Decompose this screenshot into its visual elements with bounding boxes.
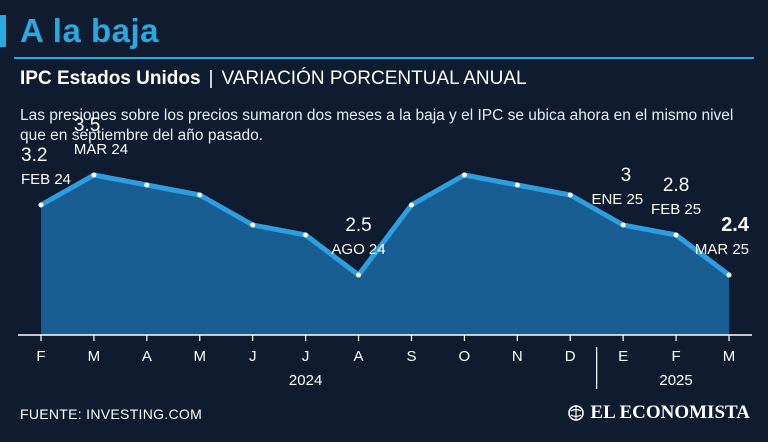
data-label-value: 2.4 bbox=[721, 214, 750, 236]
data-label-date: MAR 24 bbox=[74, 141, 128, 158]
x-tick-label: M bbox=[194, 348, 207, 365]
data-point bbox=[620, 222, 626, 228]
x-tick-label: J bbox=[302, 348, 310, 365]
subtitle-bold: IPC Estados Unidos bbox=[20, 68, 201, 89]
data-label-date: ENE 25 bbox=[591, 191, 643, 208]
accent-bar bbox=[0, 15, 6, 47]
data-point bbox=[408, 202, 414, 208]
data-label-date: FEB 24 bbox=[21, 171, 71, 188]
x-tick-label: E bbox=[618, 348, 628, 365]
data-point bbox=[250, 222, 256, 228]
data-point bbox=[726, 272, 732, 278]
subtitle-separator: | bbox=[208, 68, 214, 89]
x-tick-label: N bbox=[512, 348, 523, 365]
data-point bbox=[303, 232, 309, 238]
data-point bbox=[514, 182, 520, 188]
year-label: 2024 bbox=[289, 372, 322, 389]
x-tick-label: A bbox=[142, 348, 152, 365]
data-label-date: FEB 25 bbox=[651, 201, 701, 218]
x-tick-label: D bbox=[565, 348, 576, 365]
x-tick-label: J bbox=[249, 348, 257, 365]
data-point bbox=[91, 172, 97, 178]
chart-description: Las presiones sobre los precios sumaron … bbox=[20, 107, 734, 144]
data-label-date: MAR 25 bbox=[695, 241, 749, 258]
data-point bbox=[461, 172, 467, 178]
brand-logo: EL ECONOMISTA bbox=[568, 402, 750, 424]
subtitle-rest: VARIACIÓN PORCENTUAL ANUAL bbox=[221, 68, 527, 89]
x-tick-label: S bbox=[406, 348, 416, 365]
x-tick-label: A bbox=[354, 348, 364, 365]
headline-title: A la baja bbox=[20, 12, 159, 49]
area-fill bbox=[41, 175, 729, 335]
data-label-date: AGO 24 bbox=[331, 241, 385, 258]
x-tick-label: M bbox=[723, 348, 736, 365]
data-label-value: 2.5 bbox=[345, 215, 371, 236]
globe-icon bbox=[568, 405, 585, 421]
brand-name: EL ECONOMISTA bbox=[590, 402, 750, 423]
data-label-value: 3.2 bbox=[21, 145, 47, 166]
data-label-value: 3.5 bbox=[74, 115, 100, 136]
data-point bbox=[38, 202, 44, 208]
data-label-value: 2.8 bbox=[663, 175, 689, 196]
year-label: 2025 bbox=[659, 372, 692, 389]
data-point bbox=[356, 272, 362, 278]
series-line bbox=[38, 172, 732, 278]
header-rule bbox=[14, 57, 754, 59]
chart-subtitle: IPC Estados Unidos | VARIACIÓN PORCENTUAL … bbox=[20, 68, 527, 90]
x-tick-label: F bbox=[671, 348, 680, 365]
data-point bbox=[567, 192, 573, 198]
data-point bbox=[197, 192, 203, 198]
x-tick-label: F bbox=[36, 348, 45, 365]
x-tick-label: M bbox=[88, 348, 101, 365]
source-note: FUENTE: INVESTING.COM bbox=[20, 406, 203, 422]
data-point bbox=[673, 232, 679, 238]
data-label-value: 3 bbox=[621, 165, 632, 186]
data-point bbox=[144, 182, 150, 188]
x-tick-label: O bbox=[459, 348, 471, 365]
headline: A la baja bbox=[0, 12, 159, 50]
